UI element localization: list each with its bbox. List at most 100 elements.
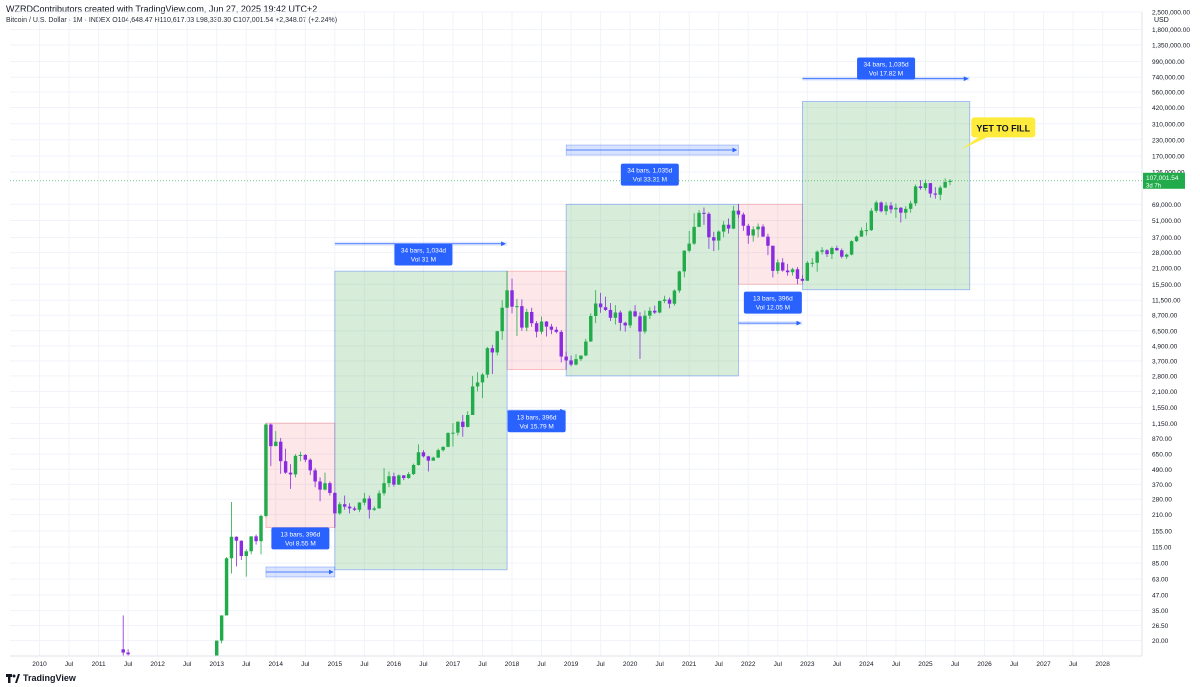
- x-tick-label: 2018: [505, 661, 520, 668]
- y-tick-label: 11,500.00: [1152, 298, 1181, 305]
- tradingview-logo[interactable]: TradingView: [6, 673, 76, 683]
- candle-body: [441, 446, 445, 451]
- candle-body: [623, 322, 627, 326]
- candle-body: [904, 208, 908, 213]
- x-tick-label: 2019: [564, 661, 579, 668]
- x-axis-ticks: 2010 Jul 2011 Jul 2012 Jul 2013 Jul 2014 Jul 2015 J…: [32, 661, 1110, 668]
- candle-body: [653, 310, 657, 313]
- candle-body: [544, 321, 549, 327]
- candle-body: [569, 360, 573, 365]
- candle-body: [741, 214, 746, 226]
- candle-body: [667, 299, 672, 304]
- y-tick-label: 35.00: [1152, 608, 1169, 615]
- green-range-box: [334, 270, 508, 571]
- x-tick-label: Jul: [951, 661, 960, 668]
- candle-body: [431, 457, 435, 461]
- candle-body: [446, 433, 450, 447]
- x-tick-label: 2010: [32, 661, 47, 668]
- candle-body: [835, 248, 839, 251]
- candle-body: [702, 212, 706, 214]
- x-tick-label: 2014: [269, 661, 284, 668]
- candle-body: [338, 504, 342, 514]
- y-tick-label: 990,000.00: [1152, 59, 1185, 66]
- x-tick-label: 2023: [800, 661, 815, 668]
- candle-body: [692, 226, 696, 244]
- x-tick-label: Jul: [833, 661, 842, 668]
- measure-label-volume: Vol 33.31 M: [633, 177, 667, 184]
- measure-label-bg: [743, 291, 802, 314]
- candle-body: [500, 307, 504, 332]
- candle-body: [648, 310, 652, 316]
- axis-currency-label: USD: [1154, 17, 1169, 24]
- candle-body: [908, 203, 913, 209]
- candle-body: [283, 461, 288, 473]
- candle-body: [219, 615, 224, 641]
- callout-text: YET TO FILL: [976, 123, 1030, 133]
- candle-body: [884, 205, 888, 212]
- candle-body: [628, 311, 632, 326]
- yet-to-fill-callout: YET TO FILL: [961, 117, 1036, 150]
- candle-body: [377, 493, 381, 509]
- x-tick-label: Jul: [301, 661, 310, 668]
- x-tick-label: 2013: [209, 661, 224, 668]
- candle-body: [913, 186, 918, 204]
- candle-body: [721, 224, 726, 232]
- x-tick-label: Jul: [360, 661, 369, 668]
- candle-body: [402, 475, 406, 479]
- candle-body: [751, 229, 755, 236]
- y-tick-label: 560,000.00: [1152, 90, 1185, 97]
- candle-body: [608, 309, 613, 318]
- measure-label-bg: [620, 163, 679, 186]
- candle-body: [662, 299, 667, 301]
- y-tick-label: 15,500.00: [1152, 282, 1181, 289]
- candle-body: [815, 251, 819, 263]
- measure-label-bg: [394, 243, 453, 266]
- x-tick-label: 2015: [328, 661, 343, 668]
- candle-body: [461, 421, 465, 427]
- candle-body: [677, 271, 682, 291]
- candle-body: [820, 250, 824, 252]
- x-tick-label: 2012: [150, 661, 165, 668]
- y-tick-label: 3,700.00: [1152, 358, 1178, 365]
- candle-body: [889, 205, 893, 210]
- y-tick-label: 2,500,000.00: [1152, 10, 1190, 17]
- measure-label: 13 bars, 396d Vol 12.05 M: [743, 291, 802, 314]
- measure-label-volume: Vol 15.79 M: [519, 423, 553, 430]
- candle-body: [249, 536, 253, 552]
- y-tick-label: 1,800,000.00: [1152, 27, 1190, 34]
- candle-body: [825, 250, 829, 255]
- x-tick-label: Jul: [419, 661, 428, 668]
- x-tick-label: Jul: [478, 661, 487, 668]
- y-tick-label: 85.00: [1152, 561, 1169, 568]
- candle-body: [682, 250, 687, 272]
- candle-body: [426, 456, 431, 461]
- candle-body: [278, 441, 283, 462]
- measure-label: 34 bars, 1,035d Vol 33.31 M: [620, 163, 679, 186]
- candle-body: [717, 231, 721, 241]
- symbol-name: Bitcoin / U.S. Dollar · 1M · INDEX: [6, 17, 111, 24]
- candle-body: [894, 207, 898, 210]
- candle-body: [470, 386, 475, 415]
- candle-body: [372, 508, 376, 510]
- candle-body: [707, 213, 711, 238]
- measure-label: 13 bars, 396d Vol 15.79 M: [507, 410, 566, 433]
- y-tick-label: 26.50: [1152, 623, 1169, 630]
- candle-body: [480, 374, 485, 383]
- candle-body: [234, 536, 239, 541]
- candle-body: [293, 455, 298, 475]
- last-price-tag-bg: [1143, 172, 1185, 189]
- y-tick-label: 280.00: [1152, 497, 1172, 504]
- candle-body: [264, 424, 268, 516]
- grid-lines: [10, 11, 1142, 656]
- x-tick-label: 2026: [977, 661, 992, 668]
- measure-label-bars: 13 bars, 396d: [753, 296, 793, 303]
- green-range-box: [802, 101, 971, 291]
- x-tick-label: 2022: [741, 661, 756, 668]
- candle-body: [785, 270, 790, 273]
- candle-body: [928, 183, 933, 194]
- y-tick-label: 740,000.00: [1152, 75, 1185, 82]
- candle-body: [367, 498, 372, 510]
- green-range-box: [565, 203, 739, 377]
